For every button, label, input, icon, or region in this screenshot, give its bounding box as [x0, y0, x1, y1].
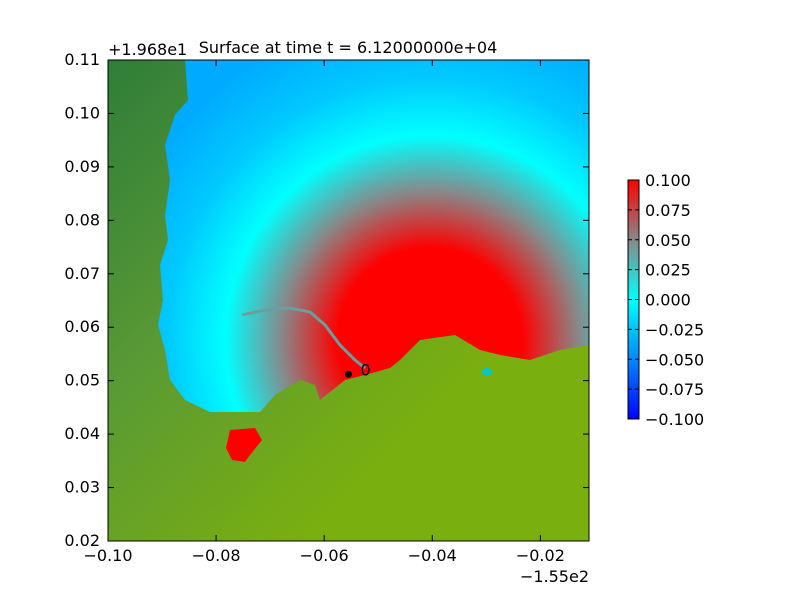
x-tick-label: −0.04: [408, 546, 457, 565]
y-axis: 0.02 0.03 0.04 0.05 0.06 0.07 0.08 0.09 0.10 0.11: [64, 50, 589, 550]
gauge-point: [345, 370, 352, 378]
surface-heatmap: 0: [108, 60, 589, 541]
stream-channel: [241, 306, 366, 370]
colorbar-tick-label: 0.025: [645, 261, 691, 280]
y-tick-label: 0.11: [64, 50, 100, 69]
y-tick-label: 0.05: [64, 371, 100, 390]
x-tick-label: −0.02: [516, 546, 565, 565]
y-tick-label: 0.08: [64, 210, 100, 229]
x-tick-label: −0.08: [192, 546, 241, 565]
x-tick-label: −0.10: [83, 546, 132, 565]
colorbar-tick-label: −0.075: [645, 380, 704, 399]
inlet-red: [226, 428, 262, 462]
colorbar-tick-label: 0.075: [645, 201, 691, 220]
y-tick-label: 0.07: [64, 264, 100, 283]
y-tick-label: 0.04: [64, 424, 100, 443]
gauge-label: 0: [361, 360, 371, 379]
chart-title: Surface at time t = 6.12000000e+04: [199, 38, 498, 57]
colorbar-tick-label: −0.100: [645, 410, 704, 429]
x-tick-label: −0.06: [300, 546, 349, 565]
colorbar-tick-label: −0.025: [645, 320, 704, 339]
pool: [482, 368, 492, 376]
y-tick-label: 0.09: [64, 157, 100, 176]
x-offset-label: −1.55e2: [520, 567, 589, 586]
y-offset-label: +1.968e1: [108, 40, 187, 59]
colorbar-tick-label: 0.000: [645, 291, 691, 310]
x-axis: −0.10 −0.08 −0.06 −0.04 −0.02: [83, 60, 565, 565]
land-west: [108, 60, 589, 541]
colorbar-ticks: 0.100 0.075 0.050 0.025 0.000 −0.025 −0.050 −0.…: [628, 171, 704, 429]
y-tick-label: 0.10: [64, 103, 100, 122]
y-tick-label: 0.02: [64, 531, 100, 550]
colorbar-tick-label: −0.050: [645, 350, 704, 369]
y-tick-label: 0.06: [64, 317, 100, 336]
plot-frame: [107, 59, 590, 542]
y-tick-label: 0.03: [64, 478, 100, 497]
colorbar-tick-label: 0.050: [645, 231, 691, 250]
colorbar-tick-label: 0.100: [645, 171, 691, 190]
